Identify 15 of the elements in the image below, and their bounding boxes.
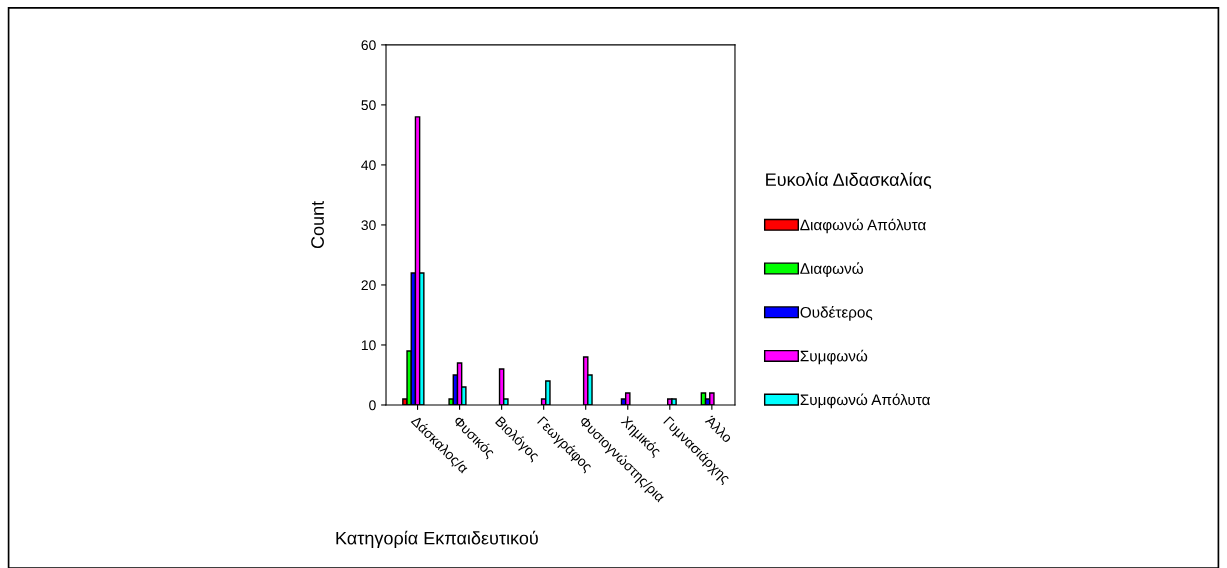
x-axis-title: Κατηγορία Εκπαιδευτικού [336, 530, 538, 549]
y-tick-label: 40 [361, 160, 376, 171]
y-tick-label: 10 [361, 340, 376, 351]
y-tick-label: 50 [361, 100, 376, 111]
y-axis-title: Count [311, 200, 324, 249]
legend-label: Διαφωνώ Απόλυτα [800, 218, 926, 234]
y-tick-label: 60 [361, 40, 376, 51]
y-tick-label: 30 [361, 220, 376, 231]
legend-title: Ευκολία Διδασκαλίας [766, 172, 932, 189]
y-tick-label: 0 [369, 400, 376, 411]
legend-label: Διαφωνώ [800, 262, 864, 278]
y-tick-label: 20 [361, 280, 376, 291]
legend-label: Συμφωνώ [800, 349, 868, 365]
legend-label: Συμφωνώ Απόλυτα [800, 393, 931, 409]
legend-label: Ουδέτερος [800, 306, 873, 321]
